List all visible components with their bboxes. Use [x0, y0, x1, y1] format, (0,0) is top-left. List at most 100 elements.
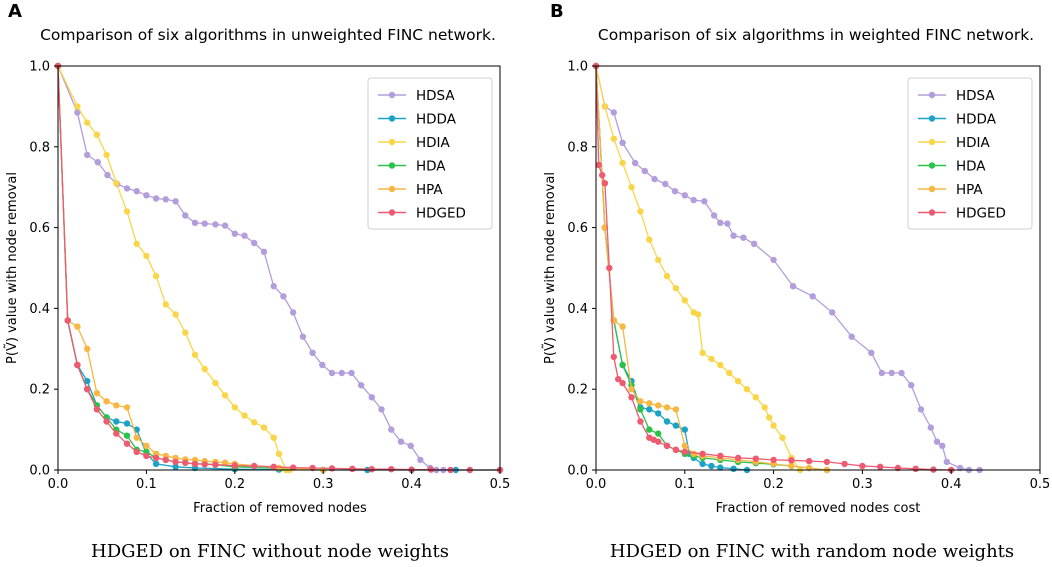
data-point-hpa [93, 390, 101, 397]
data-point-hdia [133, 240, 140, 247]
data-point-hdsa [631, 159, 639, 167]
data-point-hdda [708, 462, 715, 470]
data-point-hdged [841, 460, 848, 468]
data-point-hdsa [750, 240, 758, 247]
panel-b-x-axis-label: Fraction of removed nodes cost [716, 501, 921, 516]
data-point-hdged [615, 375, 622, 383]
legend-marker-hdged [928, 209, 936, 216]
data-point-hdia [103, 151, 110, 159]
panel-a-x-axis-label: Fraction of removed nodes [193, 501, 367, 516]
data-point-hdged [595, 161, 602, 169]
data-point-hdsa [270, 283, 277, 290]
data-point-hpa [123, 404, 131, 411]
data-point-hdda [681, 426, 688, 433]
legend-label-hda: HDA [956, 159, 986, 175]
data-point-hdia [260, 424, 268, 431]
data-point-hda [655, 430, 662, 437]
data-point-hdda [113, 418, 120, 425]
data-point-hdged [201, 461, 208, 468]
legend-label-hdia: HDIA [956, 135, 991, 151]
x-tick-label: 0.0 [48, 477, 69, 492]
data-point-hdsa [368, 394, 375, 401]
data-point-hdsa [868, 349, 875, 356]
data-point-hdged [212, 461, 219, 468]
data-point-hdsa [917, 406, 925, 413]
data-point-hdda [717, 464, 724, 471]
panel-a-title: Comparison of six algorithms in unweight… [40, 26, 496, 44]
data-point-hdia [162, 301, 169, 308]
data-point-hpa [655, 402, 662, 409]
x-tick-label: 0.1 [674, 477, 695, 492]
data-point-hdsa [888, 369, 895, 377]
data-point-hdsa [641, 167, 648, 175]
y-tick-label: 0.2 [567, 383, 588, 398]
x-tick-label: 0.4 [941, 477, 962, 492]
data-point-hdia [717, 361, 724, 369]
data-point-hdia [628, 184, 635, 191]
data-point-hdsa [328, 369, 336, 377]
data-point-hdsa [898, 369, 905, 377]
legend-label-hpa: HPA [956, 182, 983, 198]
panel-b-y-axis-label: P(Ṽ) value with node removal [542, 172, 558, 364]
legend-marker-hdsa [928, 91, 936, 99]
x-tick-label: 0.3 [852, 477, 873, 492]
legend-marker-hdia [388, 138, 396, 146]
data-point-hdsa [388, 426, 395, 433]
y-tick-label: 0.8 [567, 140, 588, 155]
data-point-hdsa [690, 196, 697, 204]
series-line-hdsa [57, 65, 444, 471]
data-point-hdsa [417, 456, 424, 464]
legend-label-hdged: HDGED [416, 206, 466, 222]
data-point-hdia [770, 422, 777, 429]
data-point-hdsa [172, 198, 179, 205]
legend-marker-hdsa [388, 91, 396, 99]
data-point-hdged [805, 457, 813, 465]
data-point-hdia [619, 159, 626, 167]
data-point-hdsa [829, 309, 836, 316]
data-point-hdia [699, 349, 706, 356]
data-point-hdged [599, 171, 606, 179]
legend-label-hdged: HDGED [956, 206, 1006, 222]
data-point-hdsa [299, 333, 307, 340]
data-point-hpa [74, 323, 81, 330]
x-tick-label: 0.0 [586, 477, 607, 492]
data-point-hdsa [260, 248, 268, 255]
data-point-hpa [84, 345, 91, 352]
data-point-hdsa [338, 369, 345, 377]
series-line-hda [595, 65, 827, 471]
data-point-hdsa [740, 234, 747, 241]
data-point-hdia [191, 351, 199, 359]
legend-marker-hdia [928, 138, 936, 146]
data-point-hdsa [358, 382, 365, 389]
data-point-hdged [877, 463, 884, 470]
data-point-hdsa [662, 180, 669, 188]
legend-marker-hdda [388, 115, 396, 122]
data-point-hdsa [610, 109, 617, 116]
data-point-hdia [123, 208, 131, 215]
data-point-hdsa [221, 222, 229, 229]
data-point-hdda [655, 410, 662, 417]
data-point-hdsa [289, 309, 297, 316]
panel-a-plot-area: 0.0 0.1 0.2 0.3 0.4 0.5 0.0 0.2 0.4 0.6 0.8 1.0 HDSA… [29, 60, 510, 493]
data-point-hdsa [378, 406, 385, 413]
data-point-hdia [655, 256, 662, 264]
series-line-hdia [57, 65, 290, 471]
data-point-hdged [74, 361, 81, 369]
x-tick-label: 0.2 [224, 477, 245, 492]
panel-b: B Comparison of six algorithms in weight… [542, 1, 1050, 562]
data-point-hpa [628, 386, 635, 393]
data-point-hdged [289, 464, 297, 471]
data-point-hdia [201, 365, 208, 373]
data-point-hdsa [182, 212, 189, 219]
data-point-hdsa [724, 220, 731, 227]
legend-label-hpa: HPA [416, 182, 443, 198]
y-tick-label: 0.2 [29, 383, 50, 398]
data-point-hpa [690, 450, 697, 457]
panel-a-y-axis-label: P(Ṽ) value with node removal [4, 172, 20, 364]
data-point-hdsa [848, 333, 855, 340]
legend-marker-hdda [928, 115, 936, 122]
legend-box [367, 77, 493, 230]
data-point-hpa [103, 398, 110, 405]
data-point-hdsa [143, 192, 150, 199]
data-point-hdsa [651, 175, 658, 183]
